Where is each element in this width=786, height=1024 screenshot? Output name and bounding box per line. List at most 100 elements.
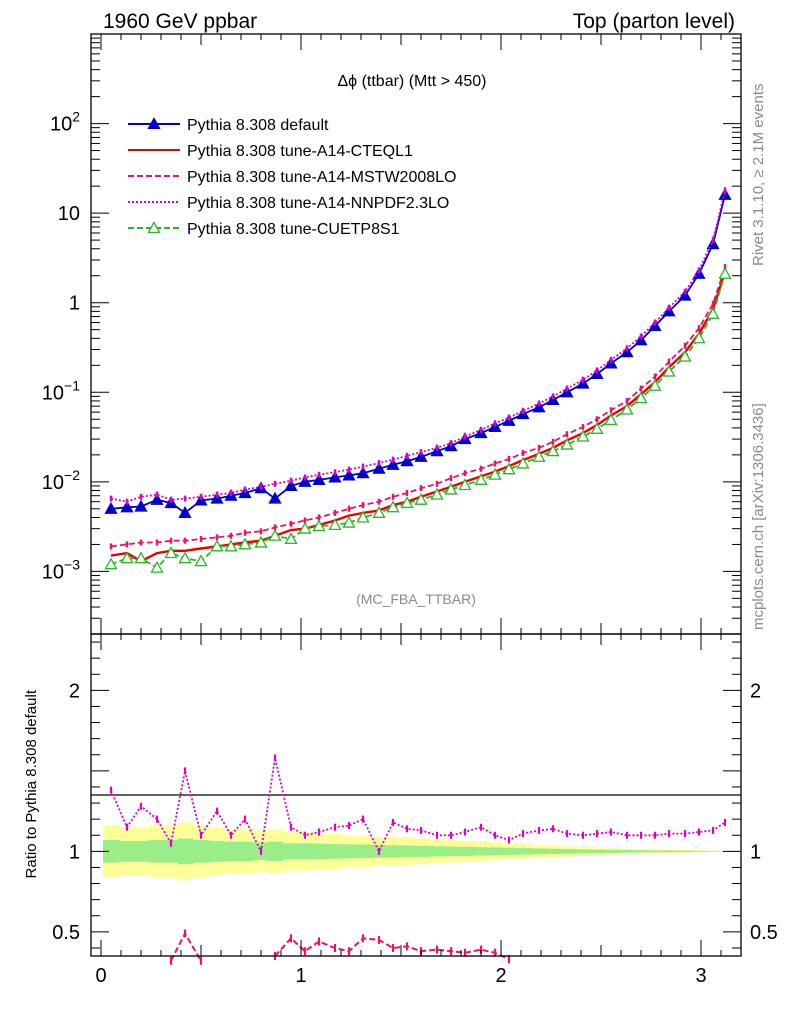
- data-point: [254, 535, 268, 548]
- data-point: [120, 551, 134, 564]
- series-line-0: [110, 194, 726, 515]
- data-point: [546, 393, 560, 406]
- ratio-band-inner: [414, 845, 430, 857]
- data-point: [284, 479, 298, 491]
- ratio-band-inner: [134, 840, 150, 862]
- data-point: [268, 528, 282, 541]
- data-point: [590, 422, 604, 434]
- ratio-band-inner: [193, 840, 210, 863]
- ratio-band-inner: [209, 840, 225, 862]
- ratio-y-tick-label-right: 1: [750, 841, 761, 863]
- legend-label: Pythia 8.308 tune-A14-CTEQL1: [187, 143, 413, 160]
- ratio-band-inner: [327, 843, 343, 859]
- mcplots-label: mcplots.cern.ch [arXiv:1306.3436]: [750, 403, 767, 630]
- data-point: [576, 376, 590, 389]
- data-point: [150, 492, 164, 505]
- data-point: [104, 557, 118, 570]
- x-tick-labels: 0 1 2 3: [95, 965, 706, 987]
- ratio-band-inner: [590, 849, 605, 854]
- series-line-1: [110, 271, 727, 563]
- analysis-label: (MC_FBA_TTBAR): [356, 591, 476, 607]
- ratio-band-inner: [400, 845, 415, 858]
- legend-label: Pythia 8.308 tune-A14-NNPDF2.3LO: [187, 195, 449, 212]
- data-point: [604, 413, 618, 426]
- ratio-y-tick-label: 1: [69, 841, 80, 863]
- y-tick-label: 10−2: [42, 467, 80, 494]
- data-point: [458, 478, 472, 491]
- legend-label: Pythia 8.308 default: [187, 117, 329, 134]
- ratio-band-inner: [342, 844, 357, 859]
- ratio-band-inner: [386, 845, 401, 858]
- legend-label: Pythia 8.308 tune-CUETP8S1: [187, 221, 400, 238]
- ratio-band-inner: [164, 840, 179, 863]
- legend-marker: [147, 221, 161, 234]
- y-tick-label: 1: [69, 293, 80, 315]
- data-point: [342, 468, 356, 481]
- data-point: [356, 510, 370, 523]
- ratio-band-inner: [458, 846, 474, 856]
- data-point: [560, 437, 574, 450]
- data-point: [546, 444, 560, 457]
- data-point: [210, 491, 224, 504]
- ratio-y-tick-label: 2: [69, 680, 80, 702]
- data-point: [488, 420, 502, 432]
- data-point: [718, 188, 732, 200]
- main-axis-ticks: [91, 34, 741, 635]
- data-point: [104, 501, 118, 514]
- y-tick-label: 10−3: [42, 556, 80, 583]
- data-point: [238, 537, 252, 550]
- data-point: [328, 470, 342, 483]
- data-point: [298, 521, 312, 534]
- data-point: [328, 518, 342, 531]
- data-point: [634, 333, 648, 346]
- data-point: [150, 560, 164, 573]
- data-point: [648, 378, 662, 391]
- main-y-tick-labels: 10−3 10−2 10−1 1 10 102: [42, 109, 80, 584]
- data-point: [164, 546, 178, 559]
- data-point: [120, 500, 134, 513]
- legend: Pythia 8.308 default Pythia 8.308 tune-A1…: [128, 117, 456, 238]
- y-tick-label: 102: [50, 109, 80, 136]
- ratio-band-inner: [119, 840, 135, 862]
- ratio-y-tick-label: 0.5: [52, 922, 80, 944]
- legend-marker: [147, 117, 161, 130]
- data-point: [356, 466, 370, 479]
- ratio-band-inner: [706, 851, 720, 852]
- data-point: [532, 450, 546, 462]
- x-tick-label: 2: [495, 965, 506, 987]
- ratio-axis-ticks: [91, 634, 741, 956]
- ratio-mstw-line: [170, 931, 202, 962]
- data-point: [414, 450, 428, 462]
- data-point: [516, 456, 530, 469]
- data-point: [134, 499, 148, 512]
- data-point: [620, 402, 634, 415]
- data-point: [224, 539, 238, 552]
- data-point: [430, 487, 444, 500]
- ratio-band-inner: [546, 848, 561, 854]
- x-tick-label: 0: [95, 965, 106, 987]
- ratio-y-tick-label-right: 0.5: [750, 922, 778, 944]
- ratio-band-inner: [473, 847, 489, 856]
- ratio-plot: 0.5 0.5 1 1 2 2 Ratio to Pythia 8.308 default…: [23, 633, 778, 987]
- data-point: [298, 474, 312, 487]
- ratio-band-inner: [662, 850, 678, 853]
- x-tick-label: 3: [695, 965, 706, 987]
- data-point: [194, 554, 208, 567]
- data-point: [268, 491, 282, 504]
- ratio-band-inner: [224, 841, 239, 862]
- data-point: [312, 473, 326, 485]
- y-tick-label: 10−1: [42, 377, 80, 404]
- ratio-band-inner: [604, 849, 620, 853]
- ratio-band-inner: [103, 840, 120, 863]
- ratio-uncertainty-bands: [103, 822, 732, 881]
- data-point: [474, 473, 488, 485]
- ratio-band-inner: [356, 844, 372, 859]
- data-point: [372, 461, 386, 474]
- ratio-band-inner: [429, 846, 445, 857]
- ratio-band-inner: [619, 850, 635, 853]
- ratio-band-inner: [502, 847, 517, 855]
- data-point: [414, 492, 428, 505]
- data-point: [386, 457, 400, 470]
- data-point: [312, 519, 326, 532]
